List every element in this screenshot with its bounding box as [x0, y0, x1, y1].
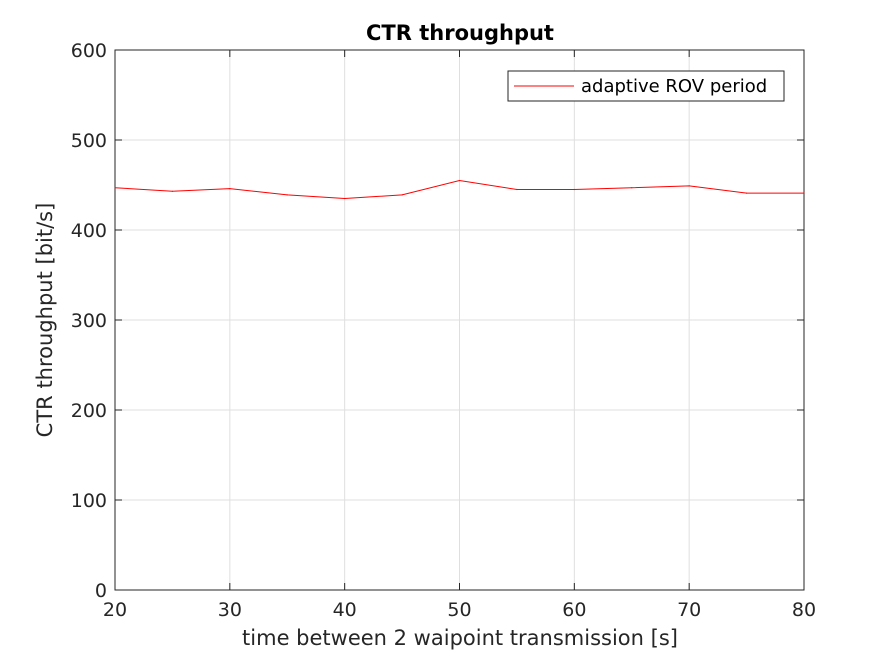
- data-point: [516, 188, 518, 191]
- tick-marks: [114, 49, 805, 591]
- data-point: [401, 194, 403, 196]
- data-point: [114, 187, 116, 189]
- data-point: [171, 190, 174, 192]
- y-tick-label: 0: [95, 580, 107, 602]
- data-point: [631, 187, 633, 189]
- y-tick-label: 400: [71, 220, 107, 242]
- x-tick-label: 60: [562, 599, 586, 621]
- x-tick-labels: 20 30 40 50 60 70 80: [103, 599, 816, 621]
- data-point: [573, 188, 575, 191]
- y-tick-label: 100: [71, 490, 107, 512]
- data-point: [229, 188, 231, 190]
- legend-label: adaptive ROV period: [581, 76, 767, 97]
- series-layer: [114, 179, 805, 200]
- y-tick-labels: 0 100 200 300 400 500 600: [71, 40, 107, 602]
- data-point: [286, 194, 288, 196]
- data-point: [688, 185, 690, 187]
- legend: adaptive ROV period: [507, 70, 785, 102]
- data-point: [344, 197, 346, 200]
- x-tick-label: 50: [447, 599, 471, 621]
- x-tick-label: 70: [677, 599, 701, 621]
- grid-lines: [115, 50, 804, 590]
- data-point: [745, 192, 748, 194]
- x-tick-label: 20: [103, 599, 127, 621]
- y-axis-label: CTR throughput [bit/s]: [33, 203, 57, 438]
- x-axis-label: time between 2 waipoint transmission [s]: [242, 626, 678, 650]
- y-tick-label: 200: [71, 400, 107, 422]
- y-tick-label: 500: [71, 130, 107, 152]
- chart-title: CTR throughput: [366, 21, 554, 45]
- data-point: [803, 192, 805, 194]
- x-tick-label: 80: [792, 599, 816, 621]
- x-tick-label: 30: [218, 599, 242, 621]
- data-point: [458, 179, 461, 182]
- x-tick-label: 40: [333, 599, 357, 621]
- y-tick-label: 600: [71, 40, 107, 62]
- y-tick-label: 300: [71, 310, 107, 332]
